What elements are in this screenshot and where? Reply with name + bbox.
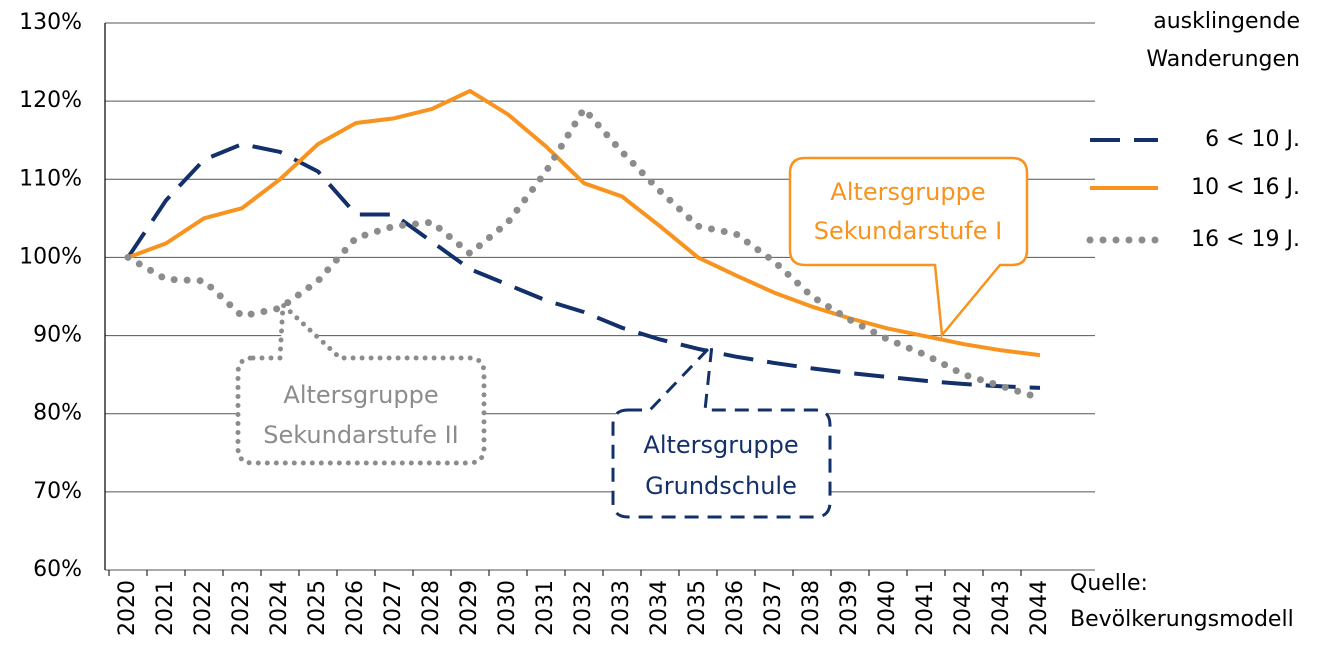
x-tick-label: 2022 <box>191 580 216 636</box>
y-tick-label: 100% <box>19 244 82 269</box>
x-tick-label: 2044 <box>1027 580 1052 636</box>
annotation-text: Altersgruppe <box>830 178 985 206</box>
x-tick-label: 2028 <box>419 580 444 636</box>
callout-box <box>611 340 832 519</box>
callout-box <box>235 299 487 466</box>
x-tick-label: 2040 <box>875 580 900 636</box>
annotation-text: Sekundarstufe I <box>814 217 1002 245</box>
series-line <box>124 105 1044 402</box>
annotation-text: Grundschule <box>645 472 797 500</box>
x-tick-label: 2023 <box>229 580 254 636</box>
x-tick-label: 2035 <box>685 580 710 636</box>
annotation-text: Sekundarstufe II <box>263 421 459 449</box>
x-tick-label: 2021 <box>153 580 178 636</box>
x-tick-label: 2034 <box>647 580 672 636</box>
y-tick-label: 110% <box>19 166 82 191</box>
legend-label: 16 < 19 J. <box>1191 227 1300 252</box>
x-tick-label: 2039 <box>837 580 862 636</box>
source-line: Bevölkerungsmodell <box>1070 607 1294 632</box>
callout-box <box>788 156 1029 339</box>
y-tick-label: 60% <box>33 557 82 582</box>
x-tick-label: 2032 <box>571 580 596 636</box>
legend-title-line: Wanderungen <box>1146 47 1300 72</box>
y-tick-label: 90% <box>33 323 82 348</box>
y-tick-label: 80% <box>33 401 82 426</box>
source-line: Quelle: <box>1070 571 1148 596</box>
legend-label: 10 < 16 J. <box>1191 175 1300 200</box>
x-tick-label: 2031 <box>533 580 558 636</box>
x-tick-label: 2033 <box>609 580 634 636</box>
x-tick-label: 2029 <box>457 580 482 636</box>
x-tick-label: 2038 <box>799 580 824 636</box>
source: Quelle: Bevölkerungsmodell <box>1070 571 1294 632</box>
x-tick-label: 2042 <box>951 580 976 636</box>
legend-label: 6 < 10 J. <box>1205 127 1300 152</box>
x-tick-label: 2041 <box>913 580 938 636</box>
x-tick-label: 2027 <box>381 580 406 636</box>
y-tick-label: 130% <box>19 10 82 35</box>
y-tick-label: 70% <box>33 479 82 504</box>
series-line <box>127 88 1041 358</box>
legend-title: ausklingende Wanderungen <box>1146 9 1300 72</box>
series-line <box>126 142 1041 390</box>
x-tick-label: 2026 <box>343 580 368 636</box>
x-tick-label: 2030 <box>495 580 520 636</box>
legend-title-line: ausklingende <box>1153 9 1300 34</box>
x-tick-label: 2020 <box>115 580 140 636</box>
x-tick-label: 2036 <box>723 580 748 636</box>
x-tick-label: 2024 <box>267 580 292 636</box>
y-tick-label: 120% <box>19 88 82 113</box>
x-tick-label: 2037 <box>761 580 786 636</box>
annotation-text: Altersgruppe <box>283 381 438 409</box>
x-tick-label: 2043 <box>989 580 1014 636</box>
annotation-text: Altersgruppe <box>643 431 798 459</box>
x-tick-label: 2025 <box>305 580 330 636</box>
